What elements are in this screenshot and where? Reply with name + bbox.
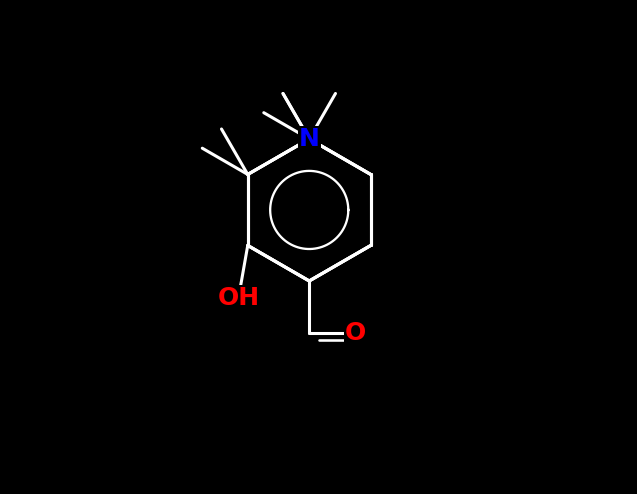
Text: O: O — [345, 322, 366, 345]
Text: N: N — [299, 127, 320, 151]
Text: OH: OH — [217, 286, 259, 310]
